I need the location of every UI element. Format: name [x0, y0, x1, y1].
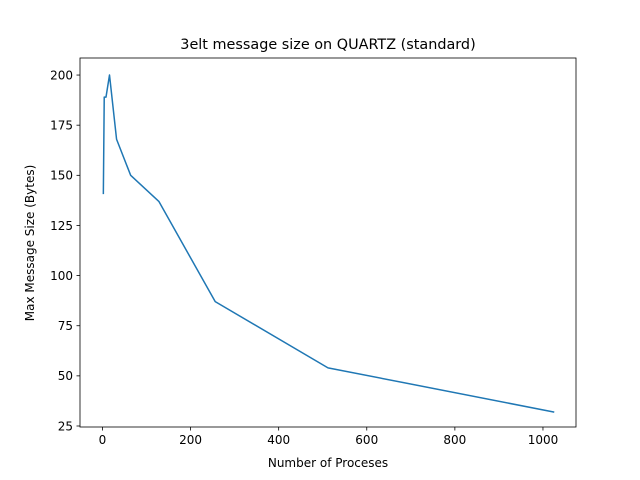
x-tick-label: 200: [179, 433, 202, 447]
plot-area: [79, 57, 577, 428]
x-axis-label: Number of Proceses: [268, 456, 388, 470]
x-tick-label: 0: [99, 433, 107, 447]
x-tick-label: 1000: [528, 433, 559, 447]
x-tick-label: 600: [355, 433, 378, 447]
x-tick-label: 400: [267, 433, 290, 447]
y-tick-label: 150: [50, 169, 73, 183]
y-tick-label: 200: [50, 68, 73, 82]
y-tick-label: 100: [50, 269, 73, 283]
y-tick-label: 75: [58, 319, 73, 333]
series-line-0: [102, 74, 555, 413]
x-axis: 0 200 400 600 800 1000: [99, 427, 559, 447]
chart-title: 3elt message size on QUARTZ (standard): [180, 37, 475, 53]
axes-frame: [79, 57, 577, 428]
y-tick-label: 175: [50, 118, 73, 132]
y-axis-label: Max Message Size (Bytes): [23, 165, 37, 322]
y-tick-label: 50: [58, 369, 73, 383]
y-axis: 25 50 75 100 125 150 175 200: [50, 68, 80, 433]
y-tick-label: 25: [58, 419, 73, 433]
y-tick-label: 125: [50, 219, 73, 233]
x-tick-label: 800: [443, 433, 466, 447]
